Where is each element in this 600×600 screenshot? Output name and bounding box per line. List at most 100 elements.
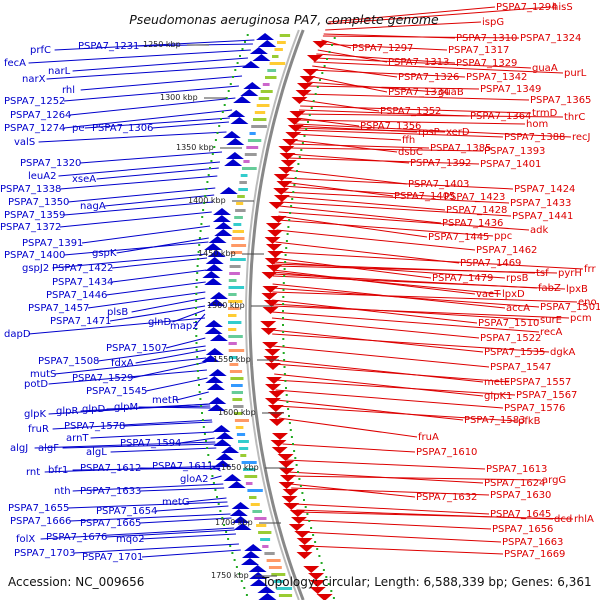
left-gene-label[interactable]: nth — [54, 486, 71, 497]
right-gene-label[interactable]: PSPA7_1510 — [478, 318, 539, 329]
left-gene-label[interactable]: PSPA7_1545 — [86, 386, 147, 397]
left-gene-label[interactable]: bfr1 — [48, 465, 68, 476]
left-gene-label[interactable]: PSPA7_1611 — [152, 461, 213, 472]
right-gene-label[interactable]: hisS — [552, 2, 573, 13]
right-gene-label[interactable]: PSPA7_1423 — [444, 192, 505, 203]
left-gene-label[interactable]: PSPA7_1252 — [4, 96, 65, 107]
right-gene-label[interactable]: PSPA7_1656 — [492, 524, 553, 535]
left-gene-label[interactable]: PSPA7_1703 — [14, 548, 75, 559]
left-gene-label[interactable]: PSPA7_1391 — [22, 238, 83, 249]
right-gene-label[interactable]: rpsB — [506, 273, 529, 284]
right-gene-label[interactable]: PSPA7_1469 — [460, 258, 521, 269]
right-gene-label[interactable]: PSPA7_1557 — [510, 377, 571, 388]
right-gene-label[interactable]: xerD — [446, 127, 470, 138]
left-gene-label[interactable]: PSPA7_1529 — [72, 373, 133, 384]
right-gene-label[interactable]: ispG — [482, 17, 504, 28]
left-gene-label[interactable]: PSPA7_1633 — [80, 486, 141, 497]
right-gene-label[interactable]: PSPA7_1433 — [510, 198, 571, 209]
left-gene-label[interactable]: PSPA7_1434 — [52, 277, 113, 288]
left-gene-label[interactable]: rnt — [26, 467, 40, 478]
right-gene-label[interactable]: frr — [584, 264, 596, 275]
left-gene-label[interactable]: PSPA7_1350 — [8, 197, 69, 208]
right-gene-label[interactable]: PSPA7_1535 — [484, 347, 545, 358]
right-gene-label[interactable]: PSPA7_1547 — [490, 362, 551, 373]
right-gene-label[interactable]: vaeT — [476, 289, 501, 300]
right-gene-label[interactable]: PSPA7_1576 — [504, 403, 565, 414]
right-gene-label[interactable]: PSPA7_1436 — [442, 218, 503, 229]
right-gene-label[interactable]: metE — [484, 377, 510, 388]
left-gene-label[interactable]: map2 — [170, 321, 199, 332]
right-gene-label[interactable]: PSPA7_1669 — [504, 549, 565, 560]
right-gene-label[interactable]: dsbC — [398, 147, 423, 158]
right-gene-label[interactable]: fruA — [418, 432, 439, 443]
right-gene-label[interactable]: PSPA7_1356 — [360, 121, 421, 132]
right-gene-label[interactable]: PSPA7_1462 — [476, 245, 537, 256]
left-gene-label[interactable]: PSPA7_1422 — [52, 263, 113, 274]
right-gene-label[interactable]: fabZ — [538, 283, 561, 294]
right-gene-label[interactable]: PSPA7_1352 — [380, 106, 441, 117]
right-gene-label[interactable]: trmD — [532, 108, 558, 119]
right-gene-label[interactable]: lpxB — [566, 284, 588, 295]
right-gene-label[interactable]: PSPA7_1445 — [428, 232, 489, 243]
right-gene-label[interactable]: PSPA7_1324 — [520, 33, 581, 44]
right-gene-label[interactable]: adk — [530, 225, 548, 236]
right-gene-label[interactable]: argG — [542, 475, 566, 486]
right-gene-label[interactable]: purL — [564, 68, 587, 79]
right-gene-label[interactable]: PSPA7_1424 — [514, 184, 575, 195]
right-gene-label[interactable]: PSPA7_1392 — [410, 158, 471, 169]
right-gene-label[interactable]: PSPA7_1632 — [416, 492, 477, 503]
left-gene-label[interactable]: gspJ2 — [22, 263, 49, 274]
left-gene-label[interactable]: PSPA7_1457 — [28, 303, 89, 314]
left-gene-label[interactable]: PSPA7_1507 — [106, 343, 167, 354]
right-gene-label[interactable]: PSPA7_1364 — [470, 111, 531, 122]
right-gene-label[interactable]: ffh — [402, 135, 415, 146]
left-gene-label[interactable]: valS — [14, 137, 35, 148]
right-gene-label[interactable]: PSPA7_1630 — [490, 490, 551, 501]
left-gene-label[interactable]: fecA — [4, 58, 26, 69]
left-gene-label[interactable]: folX — [16, 534, 35, 545]
right-gene-label[interactable]: glpK1 — [484, 391, 512, 402]
left-gene-label[interactable]: narL — [48, 66, 71, 77]
right-gene-label[interactable]: thrC — [564, 112, 585, 123]
left-gene-label[interactable]: PSPA7_1666 — [10, 516, 71, 527]
right-gene-label[interactable]: PSPA7_1567 — [516, 390, 577, 401]
right-gene-label[interactable]: PSPA7_1403 — [408, 179, 469, 190]
left-gene-label[interactable]: PSPA7_1676 — [46, 532, 107, 543]
left-gene-label[interactable]: PSPA7_1665 — [80, 518, 141, 529]
left-gene-label[interactable]: PSPA7_1274 — [4, 123, 65, 134]
left-gene-label[interactable]: rhl — [62, 85, 75, 96]
right-gene-label[interactable]: dgkA — [550, 347, 575, 358]
left-gene-label[interactable]: nagA — [80, 201, 106, 212]
right-gene-label[interactable]: PSPA7_1428 — [446, 205, 507, 216]
right-gene-label[interactable]: dcd — [554, 514, 572, 525]
right-gene-label[interactable]: accA — [506, 303, 530, 314]
right-gene-label[interactable]: eno — [578, 297, 597, 308]
left-gene-label[interactable]: PSPA7_1612 — [80, 463, 141, 474]
right-gene-label[interactable]: PSPA7_1297 — [352, 43, 413, 54]
left-gene-label[interactable]: fruR — [28, 424, 49, 435]
right-gene-label[interactable]: PSPA7_1401 — [480, 159, 541, 170]
left-gene-label[interactable]: PSPA7_1338 — [0, 184, 61, 195]
left-gene-label[interactable]: gspK — [92, 248, 117, 259]
right-gene-label[interactable]: ppc — [494, 231, 512, 242]
left-gene-label[interactable]: metR — [152, 395, 179, 406]
left-gene-label[interactable]: algF — [38, 443, 59, 454]
left-gene-label[interactable]: PSPA7_1508 — [38, 356, 99, 367]
right-gene-label[interactable]: PSPA7_1441 — [512, 211, 573, 222]
right-gene-label[interactable]: pcm — [570, 313, 592, 324]
left-gene-label[interactable]: narX — [22, 74, 46, 85]
right-gene-label[interactable]: guaB — [438, 87, 464, 98]
right-gene-label[interactable]: PSPA7_1342 — [466, 72, 527, 83]
left-gene-label[interactable]: PSPA7_1306 — [92, 123, 153, 134]
right-gene-label[interactable]: tsf — [536, 268, 549, 279]
left-gene-label[interactable]: PSPA7_1578 — [64, 421, 125, 432]
right-gene-label[interactable]: PSPA7_1326 — [398, 72, 459, 83]
left-gene-label[interactable]: PSPA7_1471 — [50, 316, 111, 327]
left-gene-label[interactable]: algJ — [10, 443, 28, 454]
right-gene-label[interactable]: rpsP — [418, 127, 440, 138]
right-gene-label[interactable]: recA — [540, 327, 563, 338]
left-gene-label[interactable]: PSPA7_1231 — [78, 41, 139, 52]
left-gene-label[interactable]: PSPA7_1594 — [120, 438, 181, 449]
left-gene-label[interactable]: PSPA7_1655 — [8, 503, 69, 514]
left-gene-label[interactable]: prfC — [30, 45, 51, 56]
